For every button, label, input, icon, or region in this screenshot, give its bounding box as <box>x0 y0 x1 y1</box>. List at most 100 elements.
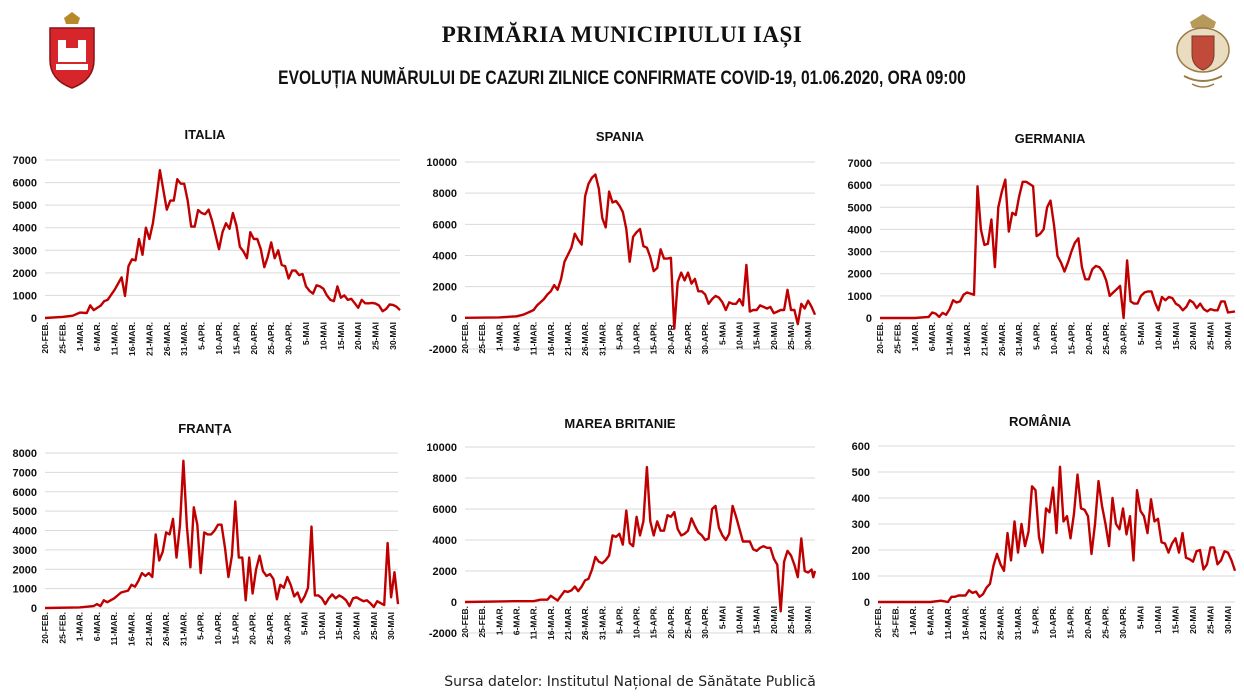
x-tick-label: 25-FEB. <box>891 606 901 638</box>
y-tick-label: 5000 <box>13 200 37 212</box>
series-line <box>464 465 817 613</box>
y-tick-label: 7000 <box>13 467 37 479</box>
chart-title: MAREA BRITANIE <box>564 416 676 431</box>
x-tick-label: 31-MAR. <box>179 322 189 356</box>
x-tick-label: 1-MAR. <box>908 606 918 635</box>
x-tick-label: 1-MAR. <box>75 322 85 351</box>
x-tick-label: 15-MAI <box>334 612 344 640</box>
x-tick-label: 25-MAI <box>786 606 796 634</box>
x-tick-label: 30-MAI <box>803 322 813 350</box>
x-tick-label: 25-APR. <box>683 322 693 355</box>
chart-title: ROMÂNIA <box>1009 414 1072 429</box>
y-tick-label: 10000 <box>426 157 457 169</box>
series-line <box>878 465 1237 604</box>
y-tick-label: 400 <box>852 493 870 505</box>
x-tick-label: 25-MAI <box>1206 322 1216 350</box>
x-tick-label: 15-APR. <box>649 606 659 639</box>
x-tick-label: 1-MAR. <box>910 322 920 351</box>
x-tick-label: 25-APR. <box>683 606 693 639</box>
y-tick-label: -2000 <box>429 628 457 640</box>
x-tick-label: 30-MAI <box>388 322 398 350</box>
x-tick-label: 31-MAR. <box>597 322 607 356</box>
x-tick-label: 21-MAR. <box>563 606 573 640</box>
x-tick-label: 16-MAR. <box>546 322 556 356</box>
x-tick-label: 20-APR. <box>1084 322 1094 355</box>
y-tick-label: 5000 <box>848 202 872 214</box>
x-tick-label: 25-APR. <box>265 612 275 645</box>
x-tick-label: 26-MAR. <box>996 606 1006 640</box>
x-tick-label: 10-MAI <box>317 612 327 640</box>
x-tick-label: 25-FEB. <box>892 322 902 354</box>
y-tick-label: 4000 <box>433 535 457 547</box>
y-tick-label: 2000 <box>433 566 457 578</box>
x-tick-label: 16-MAR. <box>127 612 137 646</box>
series-line <box>880 178 1236 320</box>
x-tick-label: 16-MAR. <box>962 322 972 356</box>
data-source-footer: Sursa datelor: Institutul Național de Să… <box>444 674 816 690</box>
y-tick-label: 100 <box>852 571 870 583</box>
x-tick-label: 25-FEB. <box>57 322 67 354</box>
x-tick-label: 6-MAR. <box>926 606 936 635</box>
y-tick-label: 10000 <box>426 442 457 454</box>
x-tick-label: 20-MAI <box>353 322 363 350</box>
x-tick-label: 10-APR. <box>1049 322 1059 355</box>
x-tick-label: 11-MAR. <box>943 606 953 640</box>
x-tick-label: 25-MAI <box>371 322 381 350</box>
y-tick-label: 600 <box>852 441 870 453</box>
y-tick-label: 0 <box>864 597 870 609</box>
x-tick-label: 25-FEB. <box>477 606 487 638</box>
x-tick-label: 20-APR. <box>249 322 259 355</box>
line-chart-0: ITALIA 0 1000 2000 3000 4000 5000 6000 7000 20-FE… <box>13 127 401 356</box>
y-tick-label: 7000 <box>13 155 37 167</box>
x-tick-label: 16-MAR. <box>961 606 971 640</box>
x-tick-label: 30-APR. <box>700 606 710 639</box>
y-tick-label: 4000 <box>13 223 37 235</box>
x-tick-label: 30-MAI <box>1223 606 1233 634</box>
y-tick-label: 500 <box>852 467 870 479</box>
x-tick-label: 30-APR. <box>284 322 294 355</box>
x-tick-label: 20-MAI <box>769 606 779 634</box>
y-tick-label: 0 <box>451 313 457 325</box>
x-tick-label: 20-FEB. <box>875 322 885 354</box>
x-tick-label: 20-MAI <box>1188 322 1198 350</box>
x-tick-label: 30-MAI <box>386 612 396 640</box>
x-tick-label: 15-APR. <box>230 612 240 645</box>
x-tick-label: 25-APR. <box>266 322 276 355</box>
x-tick-label: 5-MAI <box>301 322 311 345</box>
y-tick-label: 0 <box>866 313 872 325</box>
x-tick-label: 15-APR. <box>1066 606 1076 639</box>
x-tick-label: 10-MAI <box>735 606 745 634</box>
y-tick-label: 6000 <box>433 219 457 231</box>
y-tick-label: 8000 <box>13 448 37 460</box>
x-tick-label: 5-MAI <box>717 322 727 345</box>
chart-title: GERMANIA <box>1015 131 1086 146</box>
x-tick-label: 26-MAR. <box>997 322 1007 356</box>
page-subtitle: EVOLUȚIA NUMĂRULUI DE CAZURI ZILNICE CON… <box>278 68 966 89</box>
x-tick-label: 5-MAI <box>300 612 310 635</box>
iasi-city-coat-of-arms-logo <box>49 12 95 89</box>
x-tick-label: 20-APR. <box>666 322 676 355</box>
x-tick-label: 31-MAR. <box>1013 606 1023 640</box>
y-tick-label: 4000 <box>433 251 457 263</box>
x-tick-label: 30-APR. <box>700 322 710 355</box>
x-tick-label: 25-FEB. <box>57 612 67 644</box>
x-tick-label: 25-FEB. <box>477 322 487 354</box>
x-tick-label: 31-MAR. <box>597 606 607 640</box>
chart-title: SPANIA <box>596 129 645 144</box>
x-tick-label: 25-APR. <box>1101 322 1111 355</box>
x-tick-label: 30-APR. <box>1118 606 1128 639</box>
x-tick-label: 5-APR. <box>614 606 624 634</box>
x-tick-label: 5-APR. <box>1032 322 1042 350</box>
y-tick-label: 6000 <box>13 487 37 499</box>
x-tick-label: 5-APR. <box>1031 606 1041 634</box>
x-tick-label: 21-MAR. <box>978 606 988 640</box>
y-tick-label: 0 <box>451 597 457 609</box>
x-tick-label: 25-APR. <box>1101 606 1111 639</box>
x-tick-label: 31-MAR. <box>1014 322 1024 356</box>
x-tick-label: 5-MAI <box>1136 606 1146 629</box>
x-tick-label: 25-MAI <box>786 322 796 350</box>
y-tick-label: 0 <box>31 313 37 325</box>
x-tick-label: 31-MAR. <box>178 612 188 646</box>
x-tick-label: 20-APR. <box>248 612 258 645</box>
x-tick-label: 1-MAR. <box>75 612 85 641</box>
